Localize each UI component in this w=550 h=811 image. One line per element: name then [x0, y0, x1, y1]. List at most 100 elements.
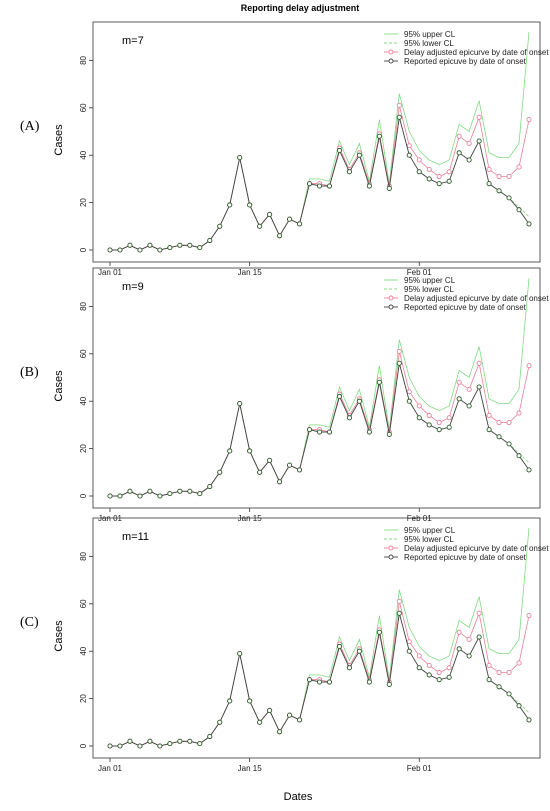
data-point — [456, 646, 462, 652]
plot-frame — [92, 21, 541, 263]
data-point — [107, 247, 113, 253]
data-point — [426, 412, 432, 418]
plot-frame — [92, 517, 541, 759]
data-point — [406, 389, 412, 395]
x-tick-label: Jan 01 — [98, 764, 123, 773]
legend-marker — [388, 545, 394, 551]
y-tick-label: 20 — [79, 694, 88, 703]
data-point — [296, 221, 303, 227]
data-point — [167, 245, 173, 251]
data-point — [287, 712, 293, 718]
data-point — [356, 152, 362, 158]
data-point — [456, 629, 462, 635]
data-point — [376, 379, 382, 385]
data-point — [466, 636, 472, 642]
data-point — [227, 202, 233, 208]
data-point — [416, 653, 422, 659]
data-point — [406, 398, 412, 404]
data-point — [237, 155, 243, 161]
data-point — [326, 429, 333, 435]
data-point — [486, 412, 492, 418]
data-point — [386, 431, 392, 437]
data-point — [506, 173, 512, 180]
data-point — [496, 434, 502, 440]
data-point — [157, 247, 163, 253]
data-point — [416, 157, 422, 163]
x-tick-label: Jan 15 — [238, 764, 263, 773]
data-point — [127, 242, 133, 248]
data-point — [456, 396, 462, 402]
data-point — [416, 415, 422, 421]
panel-label: (C) — [20, 615, 39, 630]
data-point — [436, 669, 442, 676]
data-point — [277, 729, 283, 735]
data-point — [117, 493, 123, 499]
data-point — [396, 610, 402, 616]
data-point — [446, 674, 452, 680]
data-point — [456, 133, 462, 139]
data-point — [227, 698, 233, 704]
data-point — [516, 453, 522, 459]
data-point — [466, 403, 472, 409]
x-tick-label: Jan 15 — [238, 514, 263, 523]
m-label: m=7 — [122, 35, 144, 47]
data-point — [247, 448, 253, 454]
legend-marker — [388, 58, 394, 64]
data-point — [247, 202, 253, 208]
series-line — [110, 351, 530, 497]
y-tick-label: 20 — [79, 444, 88, 453]
data-point — [227, 448, 233, 454]
data-point — [476, 634, 482, 640]
series-line — [110, 105, 530, 251]
data-point — [207, 733, 213, 740]
data-point — [496, 669, 502, 676]
data-point — [426, 662, 432, 668]
data-point — [496, 173, 502, 180]
data-point — [426, 176, 432, 182]
m-label: m=9 — [122, 281, 144, 293]
data-point — [476, 138, 482, 144]
data-point — [466, 386, 472, 392]
data-point — [157, 743, 163, 749]
data-point — [316, 429, 323, 435]
y-tick-label: 60 — [79, 599, 88, 608]
data-point — [506, 441, 512, 447]
panel-label: (A) — [20, 119, 40, 134]
y-tick-label: 40 — [79, 396, 88, 405]
data-point — [177, 738, 183, 744]
data-point — [526, 613, 532, 619]
data-point — [446, 415, 452, 421]
data-point — [526, 117, 532, 123]
legend-label: 95% upper CL — [404, 30, 456, 39]
data-point — [486, 181, 492, 187]
legend-marker — [388, 295, 394, 301]
data-point — [436, 181, 442, 187]
data-point — [336, 393, 343, 400]
data-point — [436, 173, 442, 180]
panels: (A) Cases 0 20 40 60 80 Jan 01 Jan 15 Feb 01 m=7 95… — [20, 21, 549, 773]
m-label: m=11 — [122, 531, 149, 543]
data-point — [267, 707, 273, 714]
data-point — [446, 178, 452, 184]
data-point — [137, 493, 143, 499]
data-point — [416, 169, 422, 175]
legend-label: 95% lower CL — [404, 535, 454, 544]
data-point — [516, 164, 522, 170]
legend-label: Delay adjusted epicurve by date of onset — [404, 544, 549, 553]
data-point — [107, 743, 113, 749]
panel-label: (B) — [20, 365, 39, 380]
data-point — [486, 427, 492, 433]
data-point — [247, 698, 253, 704]
data-point — [177, 242, 183, 248]
data-point — [366, 429, 372, 435]
data-point — [476, 114, 482, 120]
data-point — [406, 143, 412, 149]
data-point — [326, 679, 333, 685]
data-point — [127, 488, 133, 494]
legend-marker — [388, 49, 394, 55]
data-point — [386, 185, 392, 191]
data-point — [306, 181, 313, 187]
y-tick-label: 20 — [79, 198, 88, 207]
data-point — [446, 424, 452, 430]
y-axis-label: Cases — [53, 124, 65, 156]
